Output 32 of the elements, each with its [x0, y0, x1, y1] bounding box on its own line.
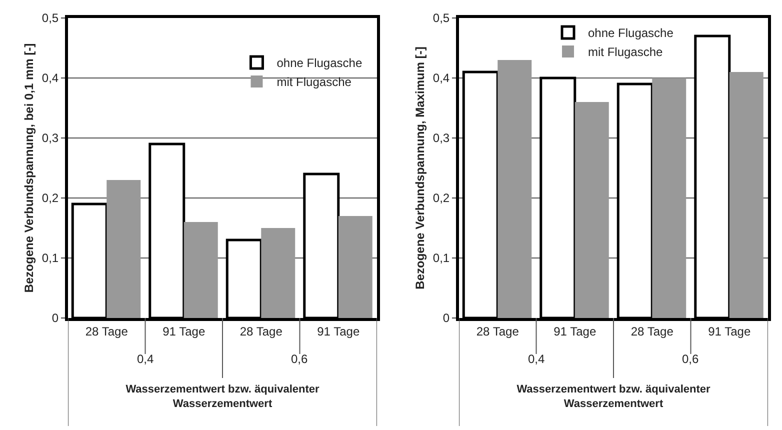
x-tick-label: 91 Tage — [554, 324, 596, 338]
x-tick-label: 91 Tage — [708, 324, 751, 338]
y-tick-label: 0,2 — [432, 191, 450, 206]
y-tick-label: 0,1 — [42, 251, 59, 266]
y-tick-label: 0,5 — [42, 11, 59, 26]
text: 0,6 — [291, 352, 308, 366]
y-tick-label: 0,4 — [42, 71, 59, 86]
text: 0,4 — [137, 352, 154, 366]
x-tick-label: 91 Tage — [317, 324, 360, 338]
text: 0,6 — [682, 352, 700, 366]
legend-label: mit Flugasche — [276, 75, 352, 90]
x-axis-title: Wasserzementwert bzw. äquivalenter Wasserzementwert — [126, 384, 320, 410]
y-tick-label: 0,3 — [432, 131, 450, 146]
legend-label: ohne Flugasche — [588, 26, 674, 40]
x-tick-label: 28 Tage — [240, 324, 283, 338]
x-tick-label: 91 Tage — [162, 324, 206, 338]
y-axis-title: Bezogene Verbundspannung, Maximum [-] — [413, 46, 428, 290]
legend-label: ohne Flugasche — [276, 56, 362, 70]
x-tick-label: 28 Tage — [630, 324, 674, 338]
y-tick-label: 0,2 — [42, 191, 59, 206]
y-tick-label: 0 — [442, 311, 450, 326]
y-tick-label: 0,1 — [432, 251, 450, 266]
legend-label: mit Flugasche — [588, 45, 664, 60]
x-tick-label: 28 Tage — [85, 324, 128, 338]
x-axis-title: Wasserzementwert bzw. äquivalenter Wasserzementwert — [516, 384, 711, 410]
y-tick-label: 0,4 — [432, 71, 450, 86]
y-tick-label: 0,3 — [42, 131, 59, 146]
x-tick-label: 28 Tage — [476, 324, 520, 338]
y-tick-label: 0 — [52, 311, 59, 326]
text: 0,4 — [528, 352, 546, 366]
y-tick-label: 0,5 — [432, 11, 450, 26]
y-axis-title: Bezogene Verbundspannung, bei 0,1 mm [-] — [22, 43, 36, 293]
